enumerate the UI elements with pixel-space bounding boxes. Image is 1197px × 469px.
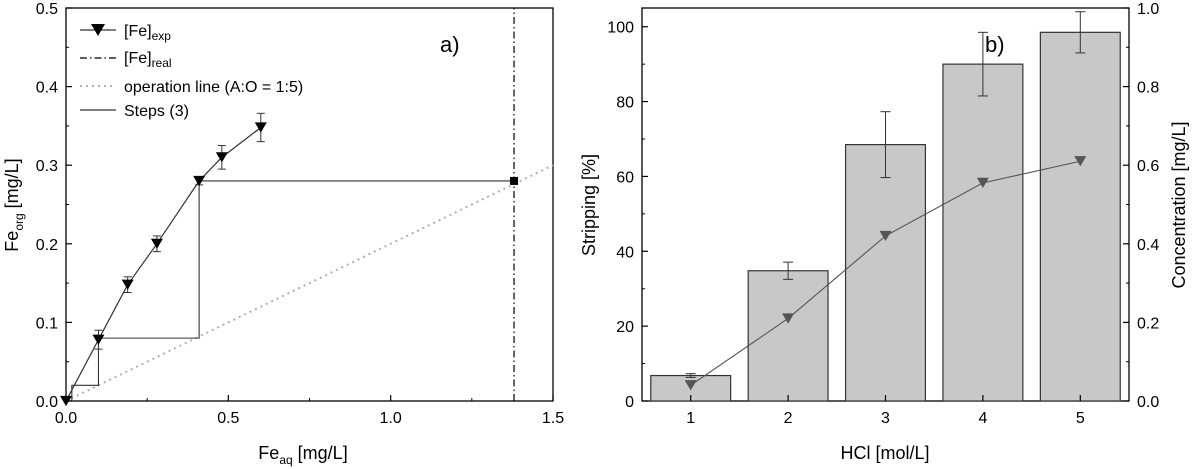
concentration-point [782,313,795,324]
y-tick-label-a: 0.4 [36,80,58,97]
stripping-bar [747,270,829,402]
concentration-point [1074,156,1087,167]
stripping-bar [1039,31,1121,402]
y2-tick-label-b: 1.0 [1137,1,1159,18]
chart-b-marks [650,11,1121,402]
chart-a-marks [60,8,554,407]
y2-tick-label-b: 0.6 [1137,158,1159,175]
y-tick-label-b: 80 [616,95,634,112]
y-axis-title-a: Feorg [mg/L] [2,158,26,251]
y-tick-label-b: 20 [616,319,634,336]
y2-axis-title-b: Concentration [mg/L] [1169,121,1189,288]
concentration-point [976,177,989,188]
chart-b: 1 2 3 4 5 0 20 40 60 80 100 0.0 0.2 0.4 0.6 0.8 1.0 b) H… [579,1,1189,463]
y-tick-label-a: 0.0 [36,394,58,411]
y2-tick-label-b: 0.8 [1137,80,1159,97]
fe-exp-point [193,175,206,187]
x-tick-label-a: 0.0 [55,410,77,427]
legend-a: [Fe]exp [Fe]real operation line (A:O = 1… [80,23,303,120]
y-tick-label-b: 100 [607,20,634,37]
fe-exp-point [121,279,134,290]
x-tick-label-a: 1.5 [542,410,564,427]
y-tick-label-a: 0.3 [36,158,58,175]
panel-label-b: b) [985,32,1005,57]
x-axis-title-b: HCl [mol/L] [840,443,929,463]
y2-tick-label-b: 0.0 [1137,394,1159,411]
stripping-bar [942,63,1024,402]
y-tick-label-b: 40 [616,244,634,261]
x-tick-label-b: 2 [784,410,793,427]
fe-exp-line [65,126,262,402]
x-tick-label-b: 1 [686,410,695,427]
x-tick-label-b: 4 [978,410,987,427]
fe-exp-point [215,152,228,163]
legend-label-steps: Steps (3) [124,103,189,120]
y-tick-label-b: 0 [625,394,634,411]
chart-a-ticks: 0.0 0.5 1.0 1.5 0.0 0.1 0.2 0.3 0.4 0.5 [36,1,564,427]
x-tick-label-b: 5 [1076,410,1085,427]
y-tick-label-a: 0.1 [36,315,58,332]
y-axis-title-b: Stripping [%] [579,154,599,256]
y-tick-label-a: 0.5 [36,1,58,18]
y2-tick-label-b: 0.4 [1137,237,1159,254]
legend-label-operation: operation line (A:O = 1:5) [124,79,303,96]
concentration-point [879,230,892,242]
y-tick-label-b: 60 [616,169,634,186]
x-tick-label-b: 3 [881,410,890,427]
concentration-point [684,380,697,391]
y2-tick-label-b: 0.2 [1137,315,1159,332]
x-tick-label-a: 1.0 [380,410,402,427]
legend-label-exp: [Fe]exp [124,23,171,43]
fe-exp-point [254,122,267,133]
fe-exp-point [92,334,105,345]
fe-exp-point [150,238,163,249]
y-tick-label-a: 0.2 [36,237,58,254]
chart-b-ticks: 1 2 3 4 5 0 20 40 60 80 100 0.0 0.2 0.4 0.6 0.8 1.0 [607,1,1159,427]
operation-line [65,164,554,402]
stripping-bar [844,144,927,402]
chart-a: 0.0 0.5 1.0 1.5 0.0 0.1 0.2 0.3 0.4 0.5 a) Feaq [… [2,1,564,467]
x-axis-title-a: Feaq [mg/L] [258,443,347,467]
x-tick-label-a: 0.5 [217,410,239,427]
feed-point-marker [510,176,519,185]
panel-label-a: a) [440,32,460,57]
legend-marker-exp [91,24,105,36]
legend-label-real: [Fe]real [124,50,172,70]
